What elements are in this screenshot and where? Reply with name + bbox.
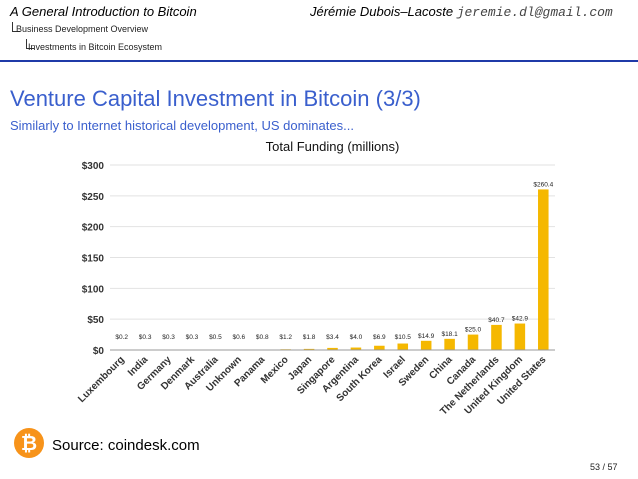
data-label: $3.4 bbox=[326, 334, 339, 341]
deck-title: A General Introduction to Bitcoin bbox=[10, 4, 197, 19]
data-label: $0.6 bbox=[232, 334, 245, 341]
data-label: $40.7 bbox=[488, 317, 505, 324]
bar bbox=[327, 347, 338, 350]
bar bbox=[514, 323, 526, 350]
data-label: $260.4 bbox=[533, 181, 553, 188]
source-citation: Source: coindesk.com bbox=[52, 437, 200, 454]
x-tick-label: Luxembourg bbox=[76, 354, 127, 405]
bar bbox=[444, 338, 455, 350]
bitcoin-logo-icon: ₿ bbox=[14, 428, 44, 458]
data-label: $0.3 bbox=[186, 334, 199, 341]
bar bbox=[350, 347, 362, 350]
data-label: $6.9 bbox=[373, 334, 386, 341]
data-label: $25.0 bbox=[465, 327, 482, 334]
header-divider bbox=[0, 60, 638, 62]
slide-title: Venture Capital Investment in Bitcoin (3… bbox=[10, 86, 421, 111]
data-label: $0.2 bbox=[115, 334, 128, 341]
data-label: $1.2 bbox=[279, 334, 292, 341]
funding-bar-chart: Total Funding (millions) $0 $50 $100 $150 $20… bbox=[76, 139, 555, 418]
breadcrumb-subsection: Investments in Bitcoin Ecosystem bbox=[28, 42, 163, 52]
y-tick-label: $100 bbox=[82, 284, 105, 295]
data-label: $0.3 bbox=[139, 334, 152, 341]
y-tick-label: $0 bbox=[93, 346, 105, 357]
bar bbox=[374, 345, 385, 350]
data-label: $10.5 bbox=[395, 334, 412, 341]
bar bbox=[397, 343, 409, 350]
bar bbox=[303, 348, 315, 350]
y-tick-label: $200 bbox=[82, 223, 105, 234]
data-label: $18.1 bbox=[441, 331, 458, 338]
author-email: jeremie.dl@gmail.com bbox=[456, 5, 613, 20]
slide-subtitle: Similarly to Internet historical develop… bbox=[10, 118, 354, 133]
tree-connector bbox=[26, 39, 34, 49]
data-label: $14.9 bbox=[418, 333, 435, 340]
data-label: $0.8 bbox=[256, 334, 269, 341]
author-name: Jérémie Dubois–Lacoste bbox=[310, 4, 454, 19]
bar bbox=[491, 324, 502, 350]
breadcrumb-section: Business Development Overview bbox=[16, 24, 149, 34]
y-tick-label: $300 bbox=[82, 161, 105, 172]
bar bbox=[538, 189, 549, 350]
data-label: $4.0 bbox=[350, 334, 363, 341]
chart-title: Total Funding (millions) bbox=[266, 139, 400, 154]
data-label: $1.8 bbox=[303, 334, 316, 341]
author-line: Jérémie Dubois–Lacoste jeremie.dl@gmail.… bbox=[310, 4, 613, 20]
y-tick-label: $150 bbox=[82, 254, 105, 265]
bar bbox=[420, 340, 432, 350]
data-label: $42.9 bbox=[512, 316, 529, 323]
y-tick-label: $50 bbox=[87, 315, 104, 326]
page-number: 53 / 57 bbox=[590, 462, 618, 472]
bar bbox=[467, 334, 479, 350]
tree-connector bbox=[12, 22, 20, 32]
data-label: $0.3 bbox=[162, 334, 175, 341]
data-label: $0.5 bbox=[209, 334, 222, 341]
y-tick-label: $250 bbox=[82, 192, 105, 203]
